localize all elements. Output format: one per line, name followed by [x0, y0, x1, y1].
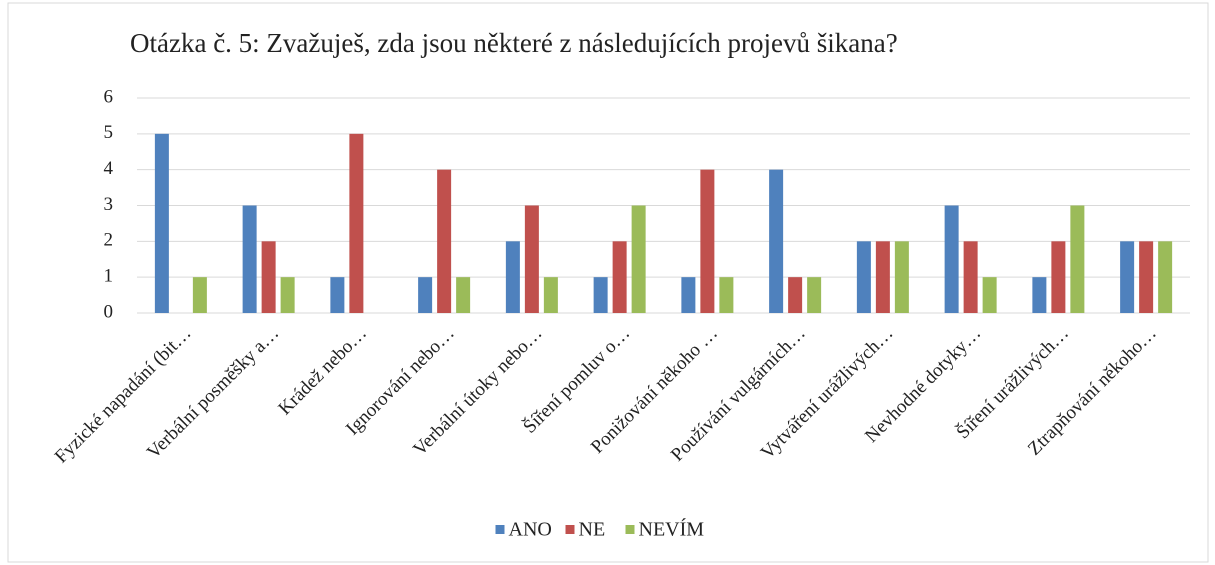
y-tick-label: 6 [104, 86, 114, 107]
bar [192, 277, 207, 313]
bar [612, 241, 627, 313]
bar [1120, 241, 1135, 313]
bar [1139, 241, 1154, 313]
bar [894, 241, 909, 313]
bar [261, 241, 276, 313]
bar [807, 277, 822, 313]
chart-frame [7, 2, 1209, 563]
legend-swatch [625, 525, 635, 534]
bar [1070, 205, 1085, 313]
bar [349, 133, 364, 313]
bar [944, 205, 959, 313]
bar [543, 277, 558, 313]
bar [242, 205, 257, 313]
bar [788, 277, 803, 313]
legend-label: NEVÍM [639, 518, 705, 541]
bar [505, 241, 520, 313]
bar [700, 169, 715, 313]
bar [1158, 241, 1173, 313]
y-tick-label: 1 [104, 266, 114, 287]
bar [593, 277, 608, 313]
bar [875, 241, 890, 313]
bar [1032, 277, 1047, 313]
y-tick-label: 3 [104, 194, 114, 215]
legend-label: NE [579, 519, 606, 541]
bar [963, 241, 978, 313]
bar [681, 277, 696, 313]
chart-title: Otázka č. 5: Zvažuješ, zda jsou některé … [130, 28, 898, 58]
legend-swatch [495, 525, 505, 534]
legend-label: ANO [509, 519, 552, 541]
bar [437, 169, 452, 313]
bar [982, 277, 997, 313]
bar [418, 277, 433, 313]
y-tick-label: 5 [104, 122, 114, 143]
bar [280, 277, 295, 313]
bar [330, 277, 345, 313]
bar [719, 277, 734, 313]
bar [154, 133, 169, 313]
bar [456, 277, 471, 313]
y-tick-label: 4 [104, 158, 114, 179]
bar [1051, 241, 1066, 313]
y-tick-label: 0 [104, 301, 114, 322]
bar [524, 205, 539, 313]
legend-swatch [565, 525, 575, 534]
bar [769, 169, 784, 313]
bar [856, 241, 871, 313]
bar [631, 205, 646, 313]
y-tick-label: 2 [104, 230, 114, 251]
